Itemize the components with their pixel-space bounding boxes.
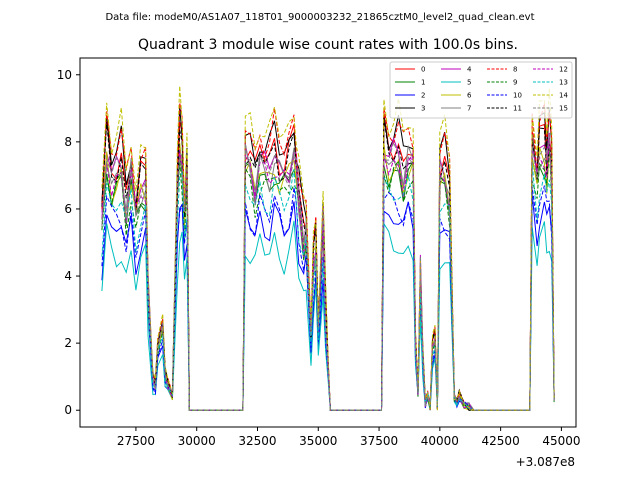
series-line-14 <box>101 85 555 411</box>
x-tick-label: 42500 <box>482 434 520 448</box>
legend-label-12: 12 <box>559 66 568 74</box>
legend-label-6: 6 <box>467 92 472 100</box>
axes-frame <box>79 57 577 428</box>
legend-label-11: 11 <box>513 105 522 113</box>
legend-label-14: 14 <box>559 92 568 100</box>
x-axis-offset: +3.087e8 <box>516 455 575 469</box>
y-tick-label: 2 <box>64 336 72 350</box>
x-tick-label: 30000 <box>178 434 216 448</box>
legend-label-10: 10 <box>513 92 522 100</box>
y-tick-label: 8 <box>64 135 72 149</box>
legend-label-4: 4 <box>467 66 472 74</box>
x-tick-label: 45000 <box>542 434 580 448</box>
legend-label-8: 8 <box>513 66 517 74</box>
x-tick-label: 27500 <box>117 434 155 448</box>
chart-title: Quadrant 3 module wise count rates with … <box>138 37 518 53</box>
x-axis: 27500 30000 32500 35000 37500 40000 42500 45000 <box>117 427 581 448</box>
legend-label-9: 9 <box>513 79 517 87</box>
legend-label-0: 0 <box>421 66 425 74</box>
legend-label-7: 7 <box>467 105 471 113</box>
legend-label-3: 3 <box>421 105 425 113</box>
legend-label-2: 2 <box>421 92 425 100</box>
y-tick-label: 4 <box>64 269 72 283</box>
legend-label-15: 15 <box>559 105 568 113</box>
legend-label-5: 5 <box>467 79 471 87</box>
chart-suptitle: Data file: modeM0/AS1A07_118T01_90000032… <box>105 12 534 23</box>
y-tick-label: 0 <box>64 403 72 417</box>
x-tick-label: 35000 <box>299 434 337 448</box>
legend-label-13: 13 <box>559 79 568 87</box>
series-layer <box>101 85 555 411</box>
series-line-9 <box>101 147 555 411</box>
legend-box <box>389 61 573 119</box>
legend-label-1: 1 <box>421 79 425 87</box>
y-tick-label: 6 <box>64 202 72 216</box>
series-line-5 <box>101 220 555 411</box>
y-tick-label: 10 <box>57 68 72 82</box>
x-tick-label: 40000 <box>421 434 459 448</box>
y-axis: 0 2 4 6 8 10 <box>57 68 80 417</box>
x-tick-label: 32500 <box>238 434 276 448</box>
x-tick-label: 37500 <box>360 434 398 448</box>
series-line-15 <box>101 134 555 411</box>
